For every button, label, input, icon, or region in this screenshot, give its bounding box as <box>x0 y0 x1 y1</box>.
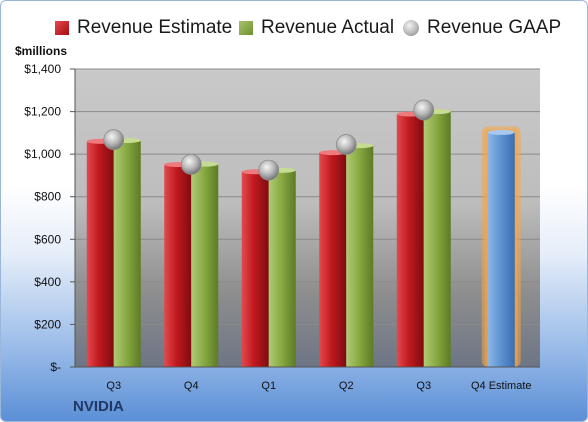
company-name: NVIDIA <box>73 398 124 415</box>
legend-swatch-actual <box>239 21 253 35</box>
gaap-marker <box>413 99 435 121</box>
y-tick-label: $400 <box>34 275 61 289</box>
y-tick-label: $800 <box>34 190 61 204</box>
legend-marker-gaap <box>403 20 419 36</box>
y-tick-label: $1,000 <box>24 147 61 161</box>
x-tick-label: Q3 <box>106 380 121 392</box>
legend-item-gaap: Revenue GAAP <box>403 15 561 41</box>
legend: Revenue Estimate Revenue Actual Revenue … <box>1 15 587 41</box>
axes: $- $200 $400 $600 $800 $1,000 $1,200 $1,400 Q3 Q4… <box>24 62 540 392</box>
bar-revenue-estimate <box>241 171 269 367</box>
gaap-marker <box>103 129 125 151</box>
y-tick-label: $1,400 <box>24 62 61 76</box>
y-tick-label: $200 <box>34 317 61 331</box>
legend-item-actual: Revenue Actual <box>239 15 394 41</box>
bar-revenue-actual <box>113 140 141 367</box>
gaap-marker <box>180 153 202 175</box>
grid-lines <box>75 68 540 325</box>
legend-label-actual: Revenue Actual <box>261 17 395 38</box>
bar-revenue-estimate <box>396 114 424 367</box>
bar-revenue-estimate <box>86 141 114 367</box>
gaap-marker <box>258 159 280 181</box>
bar-revenue-estimate-forecast <box>487 132 515 367</box>
x-tick-label: Q3 <box>416 380 431 392</box>
plot-area <box>75 69 540 367</box>
bar-revenue-estimate <box>164 164 192 367</box>
x-tick-label: Q4 Estimate <box>471 380 532 392</box>
legend-label-gaap: Revenue GAAP <box>427 17 562 38</box>
bar-revenue-actual <box>268 170 296 367</box>
legend-item-estimate: Revenue Estimate <box>55 15 232 41</box>
x-tick-label: Q4 <box>184 380 199 392</box>
bar-revenue-actual <box>346 145 374 367</box>
y-tick-label: $1,200 <box>24 105 61 119</box>
bar-revenue-actual <box>191 164 219 367</box>
legend-label-estimate: Revenue Estimate <box>77 17 233 38</box>
y-axis-unit-label: $millions <box>15 44 68 58</box>
x-tick-label: Q2 <box>339 380 354 392</box>
y-tick-label: $600 <box>34 232 61 246</box>
bar-revenue-actual <box>423 111 451 367</box>
y-tick-label: $- <box>50 360 61 374</box>
bars <box>86 99 521 367</box>
bar-top-cap <box>487 129 515 135</box>
bar-revenue-estimate <box>319 152 347 367</box>
legend-swatch-estimate <box>55 21 69 35</box>
gaap-marker <box>335 134 357 155</box>
x-tick-label: Q1 <box>261 380 276 392</box>
